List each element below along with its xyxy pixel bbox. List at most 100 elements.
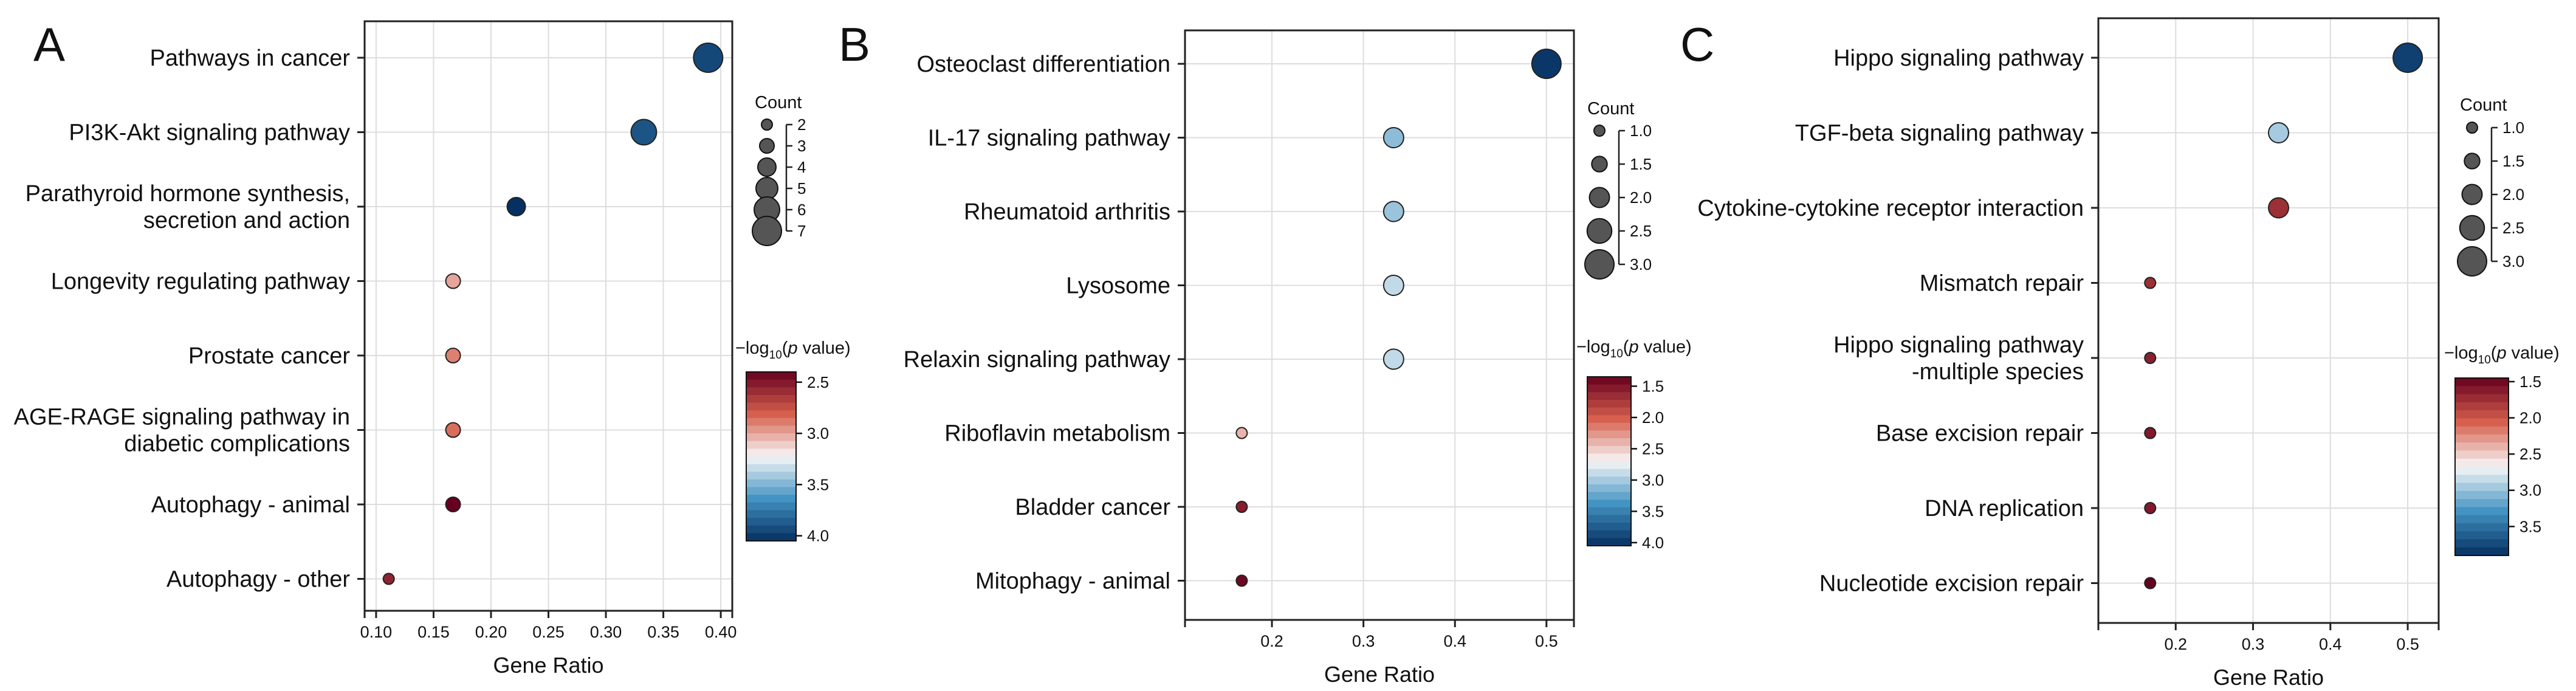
color-legend-title-sub: 10	[1610, 348, 1623, 360]
size-legend: Count 2 3 4 5 6 7	[752, 93, 806, 246]
colorbar-band	[2455, 515, 2509, 524]
size-legend: Count 1.0 1.5 2.0 2.5 3.0	[1584, 99, 1652, 280]
data-point	[1382, 348, 1404, 370]
size-legend-marker	[755, 177, 778, 200]
colorbar-band	[746, 449, 796, 457]
color-legend-title: −log10(p value)	[1576, 337, 1692, 360]
size-legend-marker	[1584, 249, 1615, 280]
size-legend-marker	[2464, 153, 2481, 170]
color-legend: −log10(p value) 1.5 2.0 2.5 3.0 3.5 4.0	[1576, 337, 1692, 552]
colorbar-band	[1587, 415, 1631, 424]
colorbar-band	[2455, 378, 2509, 387]
size-legend-label: 2.5	[1630, 222, 1652, 240]
color-legend-title-open: (	[2491, 343, 2497, 363]
category-label: Cytokine-cytokine receptor interaction	[1697, 196, 2084, 221]
colorbar-band	[2455, 490, 2509, 500]
data-point	[1531, 49, 1562, 79]
size-legend-label: 1.0	[2502, 119, 2524, 137]
category-label: Bladder cancer	[1015, 495, 1170, 520]
colorbar-band	[746, 418, 796, 427]
x-tick-label: 0.5	[2396, 635, 2419, 653]
colorbar-tick-label: 3.5	[807, 475, 829, 493]
data-point	[445, 497, 461, 512]
colorbar-band	[1587, 453, 1631, 462]
colorbar-band	[746, 394, 796, 404]
x-tick-label: 0.20	[475, 623, 507, 641]
color-legend-title-open: (	[782, 339, 788, 358]
colorbar-band	[746, 425, 796, 434]
size-legend-label: 1.0	[1630, 122, 1652, 140]
colorbar-frame	[1587, 376, 1632, 546]
plot-frame	[1184, 29, 1575, 621]
size-legend-label: 4	[797, 158, 806, 176]
data-point	[1235, 574, 1248, 587]
colorbar-band	[1587, 507, 1631, 516]
colorbar-band	[746, 518, 796, 526]
color-legend-title-prefix: −log	[735, 339, 769, 358]
colorbar-band	[2455, 442, 2509, 452]
colorbar-band	[746, 525, 796, 534]
colorbar-band	[1587, 407, 1631, 416]
colorbar-band	[2455, 547, 2509, 556]
category-label: secretion and action	[143, 208, 350, 233]
category-label: -multiple species	[1912, 359, 2084, 385]
x-tick-label: 0.4	[1443, 632, 1466, 650]
size-legend-label: 5	[797, 179, 806, 198]
data-point	[445, 348, 461, 363]
category-label: Mismatch repair	[1920, 271, 2084, 297]
x-axis-title: Gene Ratio	[1324, 662, 1435, 687]
size-legend-marker	[2457, 246, 2487, 277]
data-point	[2144, 427, 2157, 439]
size-legend-label: 7	[797, 222, 806, 240]
panel-a: A 0.10 0.15 0.20 0.25 0.30 0.35 0.40 Gene Ratio P…	[14, 18, 851, 678]
colorbar-band	[1587, 377, 1631, 385]
colorbar-band	[1587, 461, 1631, 470]
colorbar-band	[746, 456, 796, 465]
color-legend: −log10(p value) 2.5 3.0 3.5 4.0	[735, 339, 851, 545]
category-label: Mitophagy - animal	[975, 569, 1170, 594]
x-tick-label: 0.35	[647, 623, 679, 641]
colorbar-tick-label: 2.5	[2519, 445, 2541, 463]
x-tick-label: 0.30	[590, 623, 622, 641]
colorbar-band	[746, 410, 796, 419]
panel-letter: B	[839, 18, 870, 71]
colorbar-tick-label: 1.5	[2519, 373, 2541, 391]
colorbar-band	[1587, 392, 1631, 401]
colorbar-band	[2455, 483, 2509, 492]
grid	[1185, 30, 1574, 620]
data-point	[1235, 427, 1248, 439]
colorbar-band	[746, 441, 796, 449]
colorbar-frame	[2454, 377, 2509, 556]
data-point	[1235, 501, 1248, 513]
size-legend-label: 2	[797, 115, 806, 134]
color-legend: −log10(p value) 1.5 2.0 2.5 3.0 3.5	[2444, 343, 2560, 556]
size-legend-marker	[1586, 218, 1613, 244]
colorbar-band	[2455, 418, 2509, 427]
x-tick-label: 0.3	[2242, 635, 2265, 653]
x-axis-title: Gene Ratio	[2213, 665, 2324, 690]
category-label: Osteoclast differentiation	[916, 52, 1170, 77]
size-legend-marker	[2461, 184, 2483, 205]
data-point	[2268, 197, 2290, 219]
colorbar-band	[746, 472, 796, 480]
color-legend-title-suffix: value)	[798, 339, 851, 358]
colorbar-band	[1587, 500, 1631, 508]
colorbar-tick-label: 3.0	[2519, 481, 2541, 500]
x-axis-title: Gene Ratio	[493, 653, 603, 678]
colorbar-tick-label: 3.0	[1642, 471, 1664, 489]
colorbar-frame	[746, 371, 797, 541]
size-legend-label: 2.5	[2502, 219, 2524, 237]
category-label: Pathways in cancer	[150, 46, 351, 71]
category-label: Hippo signaling pathway	[1833, 332, 2084, 358]
colorbar-band	[1587, 469, 1631, 477]
colorbar-tick-label: 4.0	[807, 527, 829, 545]
colorbar-band	[746, 372, 796, 380]
size-legend-label: 2.0	[1630, 188, 1652, 207]
x-tick-label: 0.25	[532, 623, 565, 641]
data-point	[2392, 43, 2423, 73]
colorbar-tick-label: 2.0	[2519, 409, 2541, 427]
data-point	[1382, 201, 1404, 222]
category-label: Hippo signaling pathway	[1833, 46, 2084, 71]
size-legend-label: 6	[797, 201, 806, 219]
